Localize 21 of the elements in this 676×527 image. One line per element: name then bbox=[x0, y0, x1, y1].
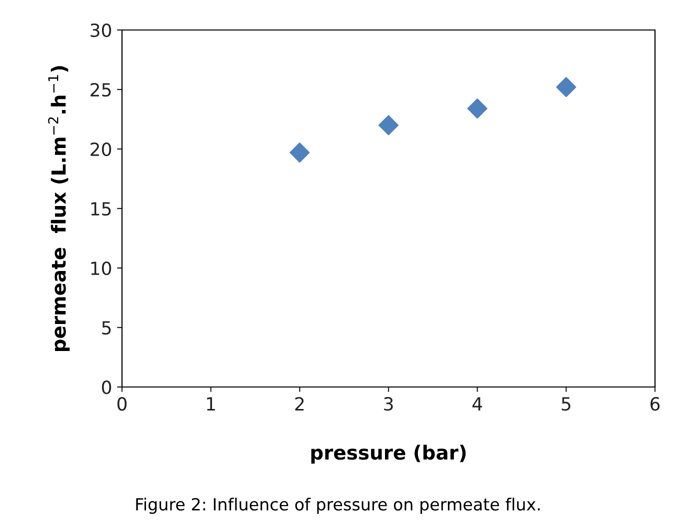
y-tick-label: 0 bbox=[102, 380, 112, 394]
point bbox=[467, 98, 488, 119]
point bbox=[556, 77, 576, 98]
y-tick-label: 30 bbox=[90, 23, 112, 38]
y-tick-label: 20 bbox=[90, 142, 112, 156]
x-tick-label: 6 bbox=[650, 397, 660, 411]
x-tick-label: 3 bbox=[384, 397, 393, 411]
y-tick-label: 5 bbox=[102, 321, 111, 335]
point bbox=[290, 142, 310, 163]
x-tick-label: 4 bbox=[472, 397, 482, 410]
x-tick-label: 2 bbox=[295, 397, 304, 410]
x-axis-title: pressure (bar) bbox=[311, 444, 466, 464]
point bbox=[378, 115, 399, 136]
x-tick-label: 5 bbox=[562, 397, 570, 411]
x-tick-label: 1 bbox=[207, 397, 215, 410]
y-tick-label: 10 bbox=[91, 261, 112, 276]
x-tick-label: 0 bbox=[117, 397, 127, 411]
caption: Figure 2: Influence of pressure on permeate flux. bbox=[136, 498, 540, 514]
y-tick-label: 25 bbox=[90, 82, 111, 97]
y-tick-label: 15 bbox=[91, 202, 111, 216]
y-axis-title: permeate flux (L.m$^{−2}$.h$^{−1}$) bbox=[48, 66, 70, 352]
